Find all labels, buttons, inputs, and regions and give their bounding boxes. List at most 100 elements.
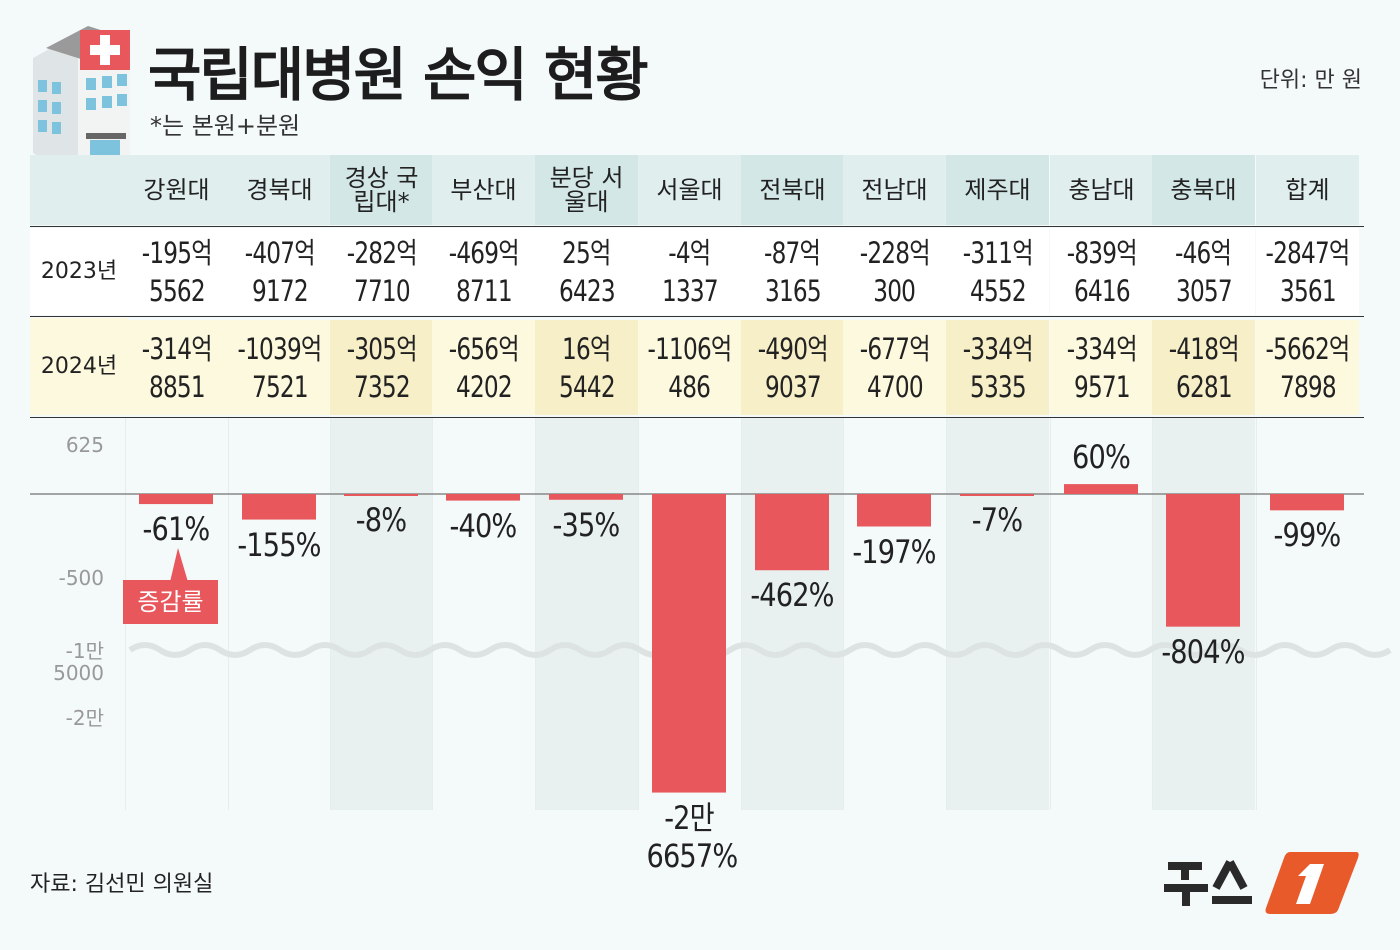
- column-header: 전남대: [843, 155, 946, 225]
- profit-eok: -490억: [757, 331, 829, 366]
- column-header: 서울대: [638, 155, 741, 225]
- category-label: 부산대: [450, 176, 517, 204]
- profit-man: 7521: [251, 369, 309, 404]
- column-bg: [228, 418, 331, 810]
- profit-eok: -677억: [859, 331, 931, 366]
- row-y2023-cell: -2847억 3561: [1256, 228, 1359, 315]
- category-label: 전북대: [759, 176, 826, 204]
- bar: [344, 494, 418, 496]
- y-tick: -2만: [65, 706, 104, 730]
- profit-man: 8711: [455, 273, 513, 308]
- profit-eok: -407억: [244, 235, 316, 270]
- row-y2023-cell: -4억 1337: [638, 228, 741, 315]
- profit-eok: -469억: [448, 235, 520, 270]
- profit-man: 9172: [251, 273, 309, 308]
- profit-man: 9037: [764, 369, 822, 404]
- profit-eok: -305억: [346, 331, 418, 366]
- divider: [30, 417, 1364, 418]
- column-2: 경상 국립대* -282억 7710 -305억 7352: [330, 155, 433, 810]
- unit-label: 단위: 만 원: [1259, 68, 1362, 93]
- row-y2024-cell: -656억 4202: [432, 320, 535, 415]
- column-header: 충남대: [1050, 155, 1153, 225]
- column-header: 강원대: [125, 155, 228, 225]
- row-label-2024: 2024년: [30, 318, 128, 415]
- profit-man: 3165: [764, 273, 822, 308]
- row-y2024-cell: 16억 5442: [535, 320, 638, 415]
- row-y2024-cell: -5662억 7898: [1256, 320, 1359, 415]
- profit-man: 3057: [1175, 273, 1233, 308]
- profit-man: 4552: [969, 273, 1027, 308]
- bar: [1064, 484, 1138, 494]
- row-label-2023: 2023년: [30, 228, 128, 315]
- profit-eok: -839억: [1066, 235, 1138, 270]
- row-y2023-cell: -407억 9172: [228, 228, 331, 315]
- column-bg: [1256, 418, 1359, 810]
- y-tick: -500: [58, 566, 104, 590]
- profit-man: 4700: [866, 369, 924, 404]
- row-y2023-cell: -282억 7710: [330, 228, 433, 315]
- profit-eok: -46억: [1175, 235, 1232, 270]
- profit-eok: -418억: [1168, 331, 1240, 366]
- category-label: 경북대: [246, 176, 313, 204]
- profit-eok: -282억: [346, 235, 418, 270]
- profit-eok: -228억: [859, 235, 931, 270]
- row-y2023-cell: -839억 6416: [1050, 228, 1153, 315]
- row-y2023-cell: -228억 300: [843, 228, 946, 315]
- column-header: 부산대: [432, 155, 535, 225]
- category-label: 충남대: [1068, 176, 1135, 204]
- column-3: 부산대 -469억 8711 -656억 4202: [432, 155, 535, 810]
- column-bg: [843, 418, 946, 810]
- row-y2024-cell: -314억 8851: [125, 320, 228, 415]
- profit-man: 300: [873, 273, 917, 308]
- category-label: 전남대: [861, 176, 928, 204]
- profit-man: 7710: [353, 273, 411, 308]
- row-y2024-cell: -418억 6281: [1152, 320, 1255, 415]
- column-bg: [535, 418, 638, 810]
- column-header: 충북대: [1152, 155, 1255, 225]
- bar: [960, 494, 1034, 496]
- column-bg: [1050, 418, 1153, 810]
- profit-eok: 16억: [562, 331, 611, 366]
- column-6: 전북대 -87억 3165 -490억 9037: [741, 155, 844, 810]
- column-header: 경북대: [228, 155, 331, 225]
- y-tick: -1만 5000: [53, 639, 104, 685]
- profit-man: 6416: [1073, 273, 1131, 308]
- category-label: 충북대: [1170, 176, 1237, 204]
- bar-value-label: -197%: [852, 532, 936, 571]
- column-header: 제주대: [946, 155, 1049, 225]
- profit-eok: -656억: [448, 331, 520, 366]
- bar-value-label: 60%: [1072, 438, 1131, 477]
- bar-value-label: -155%: [237, 525, 321, 564]
- profit-eok: -334억: [1066, 331, 1138, 366]
- bar-value-label: -40%: [449, 506, 518, 545]
- column-7: 전남대 -228억 300 -677억 4700: [843, 155, 946, 810]
- bar-value-label: -462%: [750, 576, 834, 615]
- bar: [242, 494, 316, 520]
- category-label: 강원대: [143, 176, 210, 204]
- bar-value-label: -7%: [971, 501, 1023, 540]
- profit-man: 5562: [148, 273, 206, 308]
- profit-man: 8851: [148, 369, 206, 404]
- bar: [549, 494, 623, 500]
- bar-value-label: -99%: [1273, 516, 1342, 555]
- profit-man: 6423: [558, 273, 616, 308]
- row-y2024-cell: -1106억 486: [638, 320, 741, 415]
- profit-eok: -195억: [141, 235, 213, 270]
- category-label: 서울대: [656, 176, 723, 204]
- row-y2023-cell: -87억 3165: [741, 228, 844, 315]
- bar: [446, 494, 520, 501]
- profit-eok: -311억: [962, 235, 1034, 270]
- bar: [652, 494, 726, 793]
- column-header: 합계: [1256, 155, 1359, 225]
- bar: [1166, 494, 1240, 627]
- profit-man: 7898: [1279, 369, 1337, 404]
- column-bg: [330, 418, 433, 810]
- category-label: 제주대: [964, 176, 1031, 204]
- row-y2023-cell: 25억 6423: [535, 228, 638, 315]
- news1-logo: [1164, 852, 1359, 914]
- category-label: 경상 국립대*: [344, 164, 419, 216]
- bar: [857, 494, 931, 527]
- source-note: 자료: 김선민 의원실: [30, 872, 214, 897]
- row-y2023-cell: -469억 8711: [432, 228, 535, 315]
